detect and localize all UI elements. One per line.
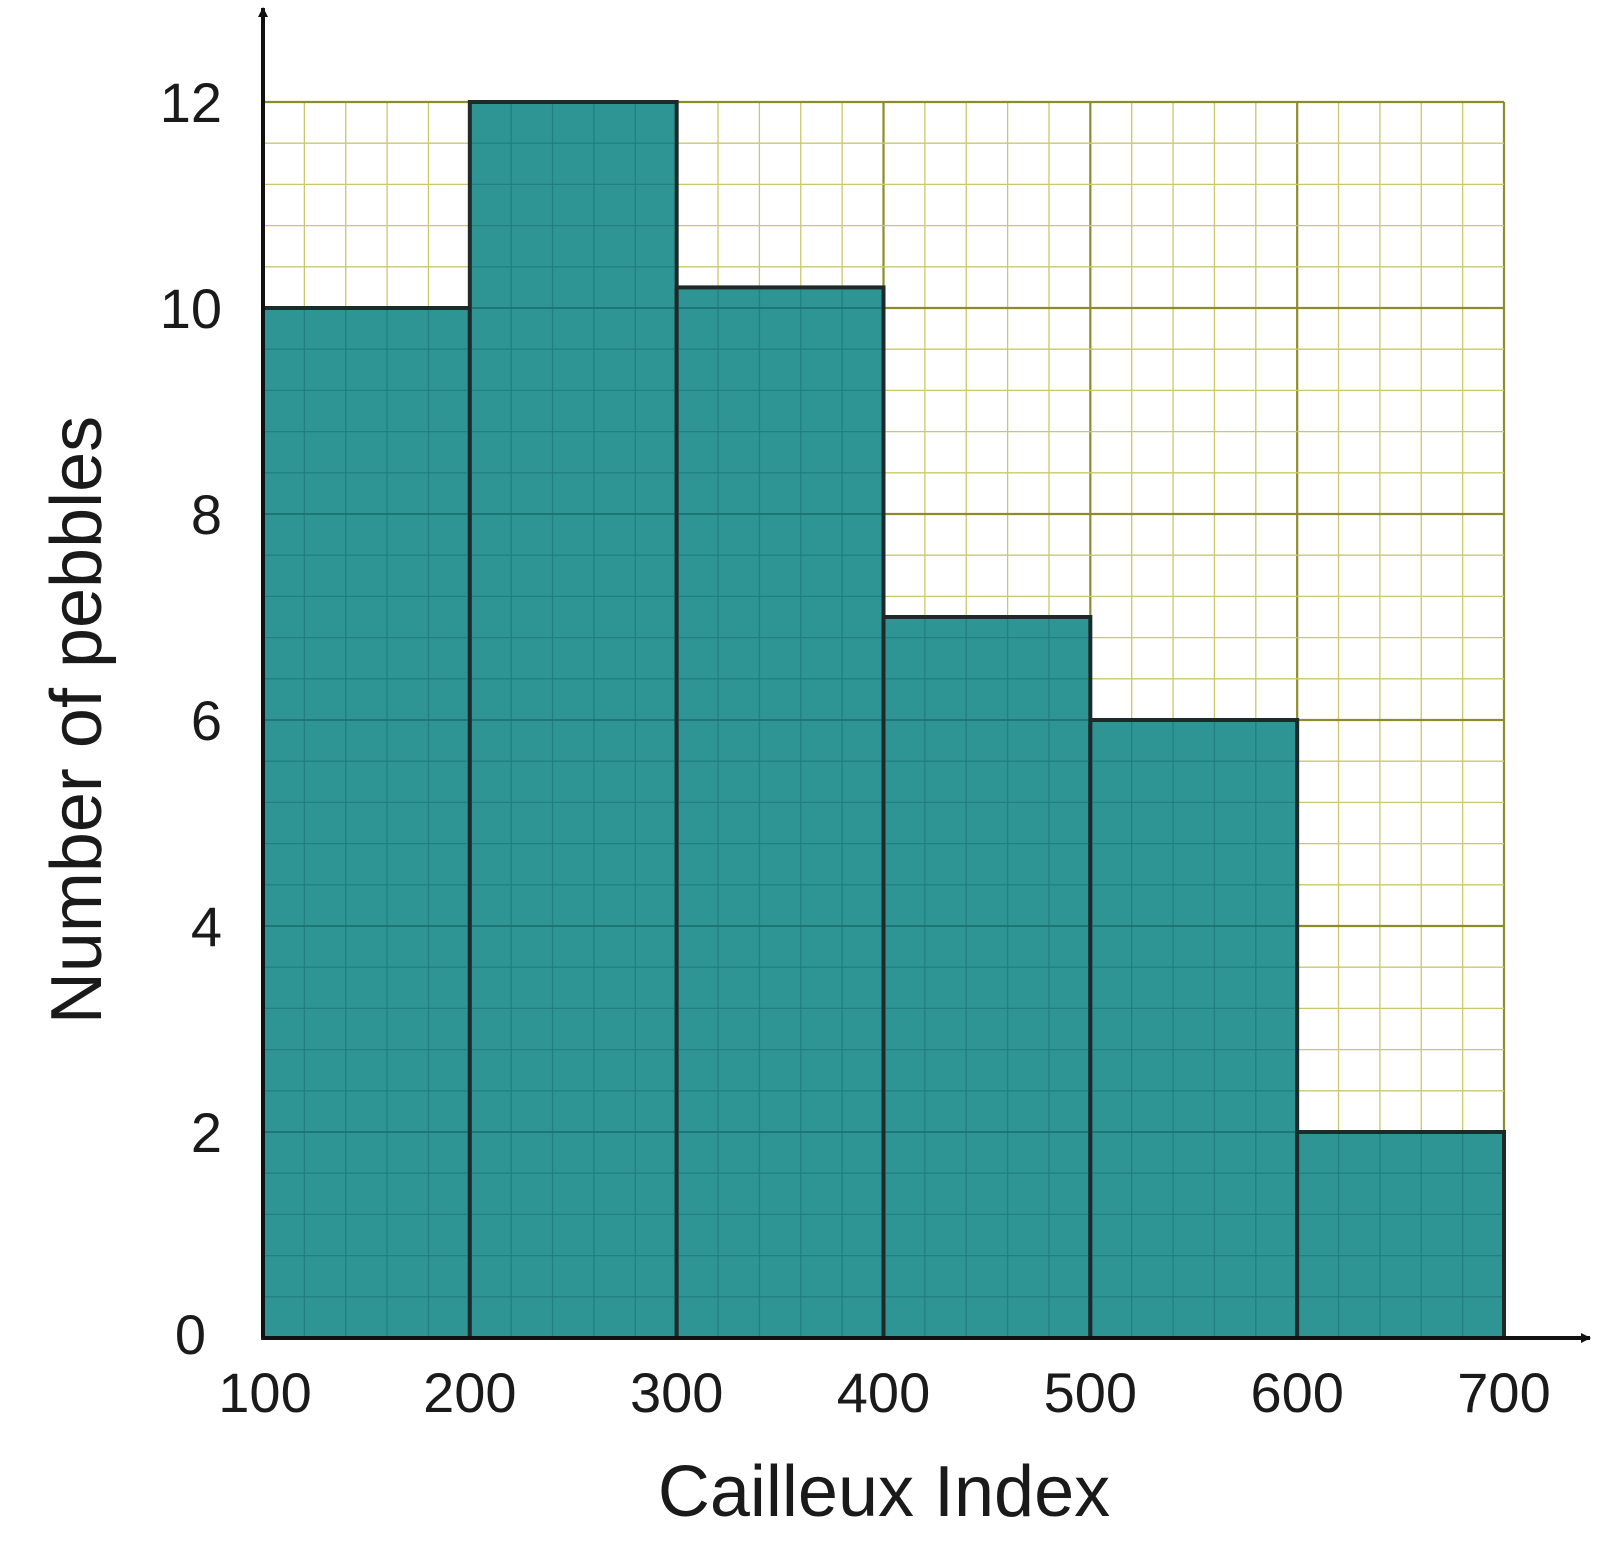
y-tick-label: 4 — [191, 895, 222, 958]
x-tick-label: 400 — [837, 1361, 930, 1424]
histogram-bar — [1088, 718, 1300, 1340]
y-tick-label: 12 — [160, 71, 222, 134]
y-tick-label: 6 — [191, 689, 222, 752]
x-tick-label: 500 — [1044, 1361, 1137, 1424]
x-tick-label: 200 — [423, 1361, 516, 1424]
y-tick-label: 10 — [160, 277, 222, 340]
histogram-bar — [674, 285, 886, 1340]
histogram-bar — [1295, 1130, 1506, 1340]
y-axis-title: Number of pebbles — [37, 416, 117, 1024]
y-tick-label: 0 — [175, 1303, 206, 1366]
x-tick-label: 700 — [1457, 1361, 1550, 1424]
x-axis-title: Cailleux Index — [658, 1452, 1110, 1532]
x-tick-label: 100 — [218, 1361, 311, 1424]
tick-labels: 100 200 300 400 500 600 700 0 2 4 6 8 10 12 — [160, 71, 1551, 1424]
x-tick-label: 300 — [630, 1361, 723, 1424]
histogram-bar — [261, 306, 472, 1340]
bar-grid-overlay — [265, 104, 1502, 1338]
x-tick-label: 600 — [1250, 1361, 1343, 1424]
axes — [258, 7, 1591, 1343]
histogram-bar — [881, 615, 1093, 1340]
y-tick-label: 2 — [191, 1101, 222, 1164]
y-tick-label: 8 — [191, 483, 222, 546]
